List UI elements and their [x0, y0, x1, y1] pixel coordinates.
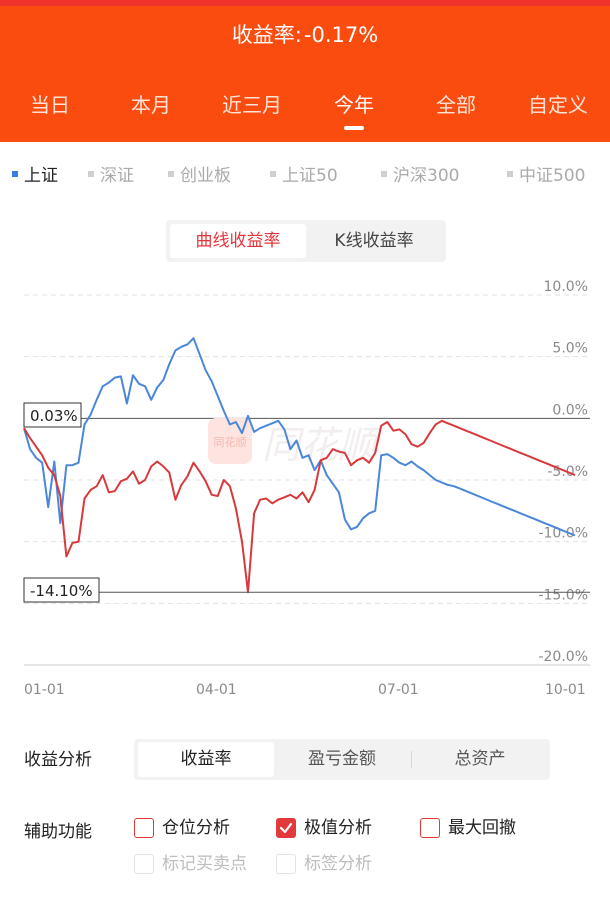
index-csi300[interactable]: 沪深300 — [381, 162, 459, 190]
checkbox-icon — [134, 818, 154, 838]
checkmark-icon — [276, 818, 296, 838]
index-csi500[interactable]: 中证500 — [507, 162, 585, 190]
index-shanghai[interactable]: 上证 — [12, 162, 58, 190]
position-analysis-checkbox[interactable]: 仓位分析 — [134, 816, 254, 840]
tab-today[interactable]: 当日 — [30, 93, 70, 117]
y-tick-label: -20.0% — [538, 649, 588, 665]
tab-custom[interactable]: 自定义 — [528, 93, 588, 117]
segment-divider — [411, 751, 412, 768]
curve-return-button[interactable]: 曲线收益率 — [170, 224, 306, 258]
header-bar: 收益率:-0.17% 当日 本月 近三月 今年 全部 自定义 — [0, 0, 610, 142]
return-rate-label: 收益率: — [231, 23, 302, 47]
tab-this-month[interactable]: 本月 — [131, 93, 171, 117]
kline-return-button[interactable]: K线收益率 — [334, 231, 414, 251]
y-tick-label: -15.0% — [538, 587, 588, 603]
max-value-label-text: 0.03% — [30, 407, 78, 425]
legend-square-icon — [270, 171, 276, 177]
index-return-line — [23, 337, 576, 537]
chart-grid — [24, 294, 590, 666]
chart-mode-toggle: 曲线收益率 K线收益率 — [166, 220, 446, 262]
return-rate-title: 收益率:-0.17% — [0, 22, 610, 48]
period-tabs: 当日 本月 近三月 今年 全部 自定义 — [0, 90, 610, 130]
x-tick-label: 07-01 — [378, 682, 419, 698]
min-value-label-text: -14.10% — [30, 582, 93, 600]
checkbox-icon — [276, 854, 296, 874]
index-sse50[interactable]: 上证50 — [270, 162, 338, 190]
return-rate-value: -0.17% — [303, 23, 379, 47]
extreme-annotations: 0.03% -14.10% — [23, 402, 590, 603]
checkbox-label: 最大回撤 — [448, 818, 516, 838]
tab-all[interactable]: 全部 — [436, 93, 476, 117]
active-tab-indicator — [344, 126, 364, 130]
max-value-label-box — [23, 402, 82, 428]
min-value-label-box — [23, 577, 100, 603]
index-chinext[interactable]: 创业板 — [168, 162, 231, 190]
legend-square-icon — [168, 171, 174, 177]
analysis-label: 收益分析 — [24, 750, 92, 770]
mark-trades-checkbox[interactable]: 标记买卖点 — [134, 852, 264, 876]
rate-button[interactable]: 收益率 — [138, 742, 274, 777]
x-tick-label: 04-01 — [196, 682, 237, 698]
y-axis-labels: 10.0%5.0%0.0%-5.0%-10.0%-15.0%-20.0% — [538, 279, 588, 665]
checkbox-label: 极值分析 — [304, 818, 372, 838]
legend-square-icon — [507, 171, 513, 177]
min-value-label: -14.10% — [23, 577, 100, 603]
max-drawdown-checkbox[interactable]: 最大回撤 — [420, 816, 540, 840]
portfolio-return-line — [23, 419, 576, 594]
aux-label: 辅助功能 — [24, 822, 92, 842]
checkbox-icon — [420, 818, 440, 838]
max-value-label: 0.03% — [23, 402, 82, 428]
index-label: 上证 — [24, 166, 58, 186]
analysis-toggle: 收益率 盈亏金额 总资产 — [134, 739, 550, 780]
index-label: 上证50 — [282, 166, 338, 186]
checkbox-label: 仓位分析 — [162, 818, 230, 838]
chart-series — [23, 337, 576, 594]
tab-last-three-months[interactable]: 近三月 — [222, 93, 282, 117]
index-shenzhen[interactable]: 深证 — [88, 162, 134, 190]
y-tick-label: 5.0% — [552, 341, 588, 357]
watermark-logo-icon: 同花顺 — [214, 436, 247, 449]
index-selector: 上证 深证 创业板 上证50 沪深300 中证500 — [0, 162, 610, 192]
checkbox-label: 标记买卖点 — [162, 854, 247, 874]
header-top-stripe — [0, 0, 610, 6]
x-tick-label: 01-01 — [24, 682, 65, 698]
y-tick-label: 10.0% — [544, 279, 588, 295]
legend-square-icon — [381, 171, 387, 177]
index-label: 创业板 — [180, 166, 231, 186]
y-tick-label: -10.0% — [538, 526, 588, 542]
y-tick-label: 0.0% — [552, 402, 588, 418]
tab-this-year[interactable]: 今年 — [334, 93, 374, 117]
checkbox-label: 标签分析 — [304, 854, 372, 874]
return-chart[interactable]: 同花顺 同花顺 10.0%5.0%0.0%-5.0%-10.0%-15.0%-2… — [0, 270, 610, 700]
total-assets-button[interactable]: 总资产 — [454, 749, 506, 769]
legend-square-icon — [88, 171, 94, 177]
profit-amount-button[interactable]: 盈亏金额 — [308, 749, 376, 769]
extreme-analysis-checkbox[interactable]: 极值分析 — [276, 816, 396, 840]
index-label: 沪深300 — [393, 166, 460, 186]
legend-square-icon — [12, 171, 18, 177]
index-label: 深证 — [100, 166, 134, 186]
x-tick-label: 10-01 — [545, 682, 586, 698]
tag-analysis-checkbox[interactable]: 标签分析 — [276, 852, 396, 876]
index-label: 中证500 — [519, 166, 586, 186]
checkbox-icon — [134, 854, 154, 874]
x-axis-labels: 01-01 04-01 07-01 10-01 — [24, 682, 586, 698]
